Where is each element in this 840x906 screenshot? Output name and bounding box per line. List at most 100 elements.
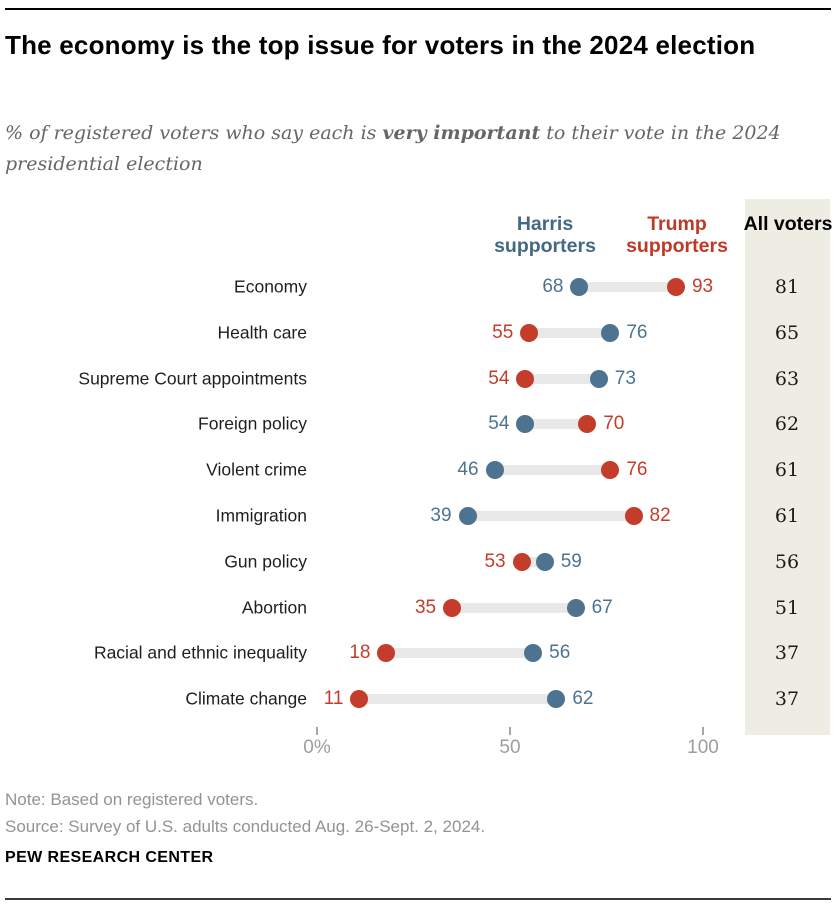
all-voters-value: 37 [774,688,800,711]
all-voters-value: 56 [774,550,800,573]
table-row: Gun policy 53 59 56 [0,539,840,585]
trump-value: 54 [488,367,510,389]
table-row: Climate change 11 62 37 [0,676,840,722]
table-row: Racial and ethnic inequality 18 56 37 [0,630,840,676]
note-line: Note: Based on registered voters. [5,790,259,809]
connector-bar [452,602,576,613]
connector-bar [386,648,534,659]
harris-dot [524,644,543,663]
note-source-text: Note: Based on registered voters. Source:… [5,786,705,840]
all-voters-value: 37 [774,642,800,665]
category-label: Violent crime [206,459,307,480]
harris-value: 73 [614,367,636,389]
pew-research-center-wordmark: PEW RESEARCH CENTER [5,849,214,866]
category-label: Gun policy [224,551,307,572]
source-line: Source: Survey of U.S. adults conducted … [5,817,486,836]
trump-dot [520,323,539,342]
category-label: Climate change [185,688,307,709]
trump-value: 18 [349,642,371,664]
connector-bar [521,556,545,567]
trump-value: 35 [414,596,437,618]
trump-value: 93 [691,276,714,297]
trump-value: 70 [603,413,625,435]
trump-dot [666,278,685,296]
table-row: Health care 55 76 65 [0,310,840,356]
harris-value: 76 [626,321,648,343]
harris-dot [535,552,554,571]
harris-value: 56 [549,642,571,664]
harris-dot [458,507,477,525]
all-voters-value: 63 [774,367,800,390]
category-label: Abortion [241,597,307,618]
harris-value: 67 [591,596,613,618]
category-label: Health care [217,322,308,343]
all-voters-value: 61 [774,505,800,527]
harris-dot [485,461,504,480]
trump-value: 76 [626,459,648,481]
trump-dot [512,552,531,571]
trump-dot [624,507,643,525]
trump-dot [516,369,535,388]
connector-bar [525,419,588,430]
dumbbell-rows: Economy 68 93 81 Health care 55 76 65 Supreme Co… [0,264,840,722]
axis-tick-mark [509,727,511,735]
harris-dot [601,323,620,342]
harris-dot [547,690,566,709]
trump-value: 55 [492,321,514,343]
harris-value: 54 [488,413,510,435]
harris-dot [589,369,608,388]
harris-dot [516,415,535,434]
chart-subtitle: % of registered voters who say each is v… [5,118,810,180]
page-title: The economy is the top issue for voters … [5,30,756,60]
category-label: Foreign policy [198,413,307,434]
top-rule [5,8,831,10]
connector-bar [529,327,611,338]
harris-value: 62 [572,688,594,710]
harris-value: 68 [542,276,564,297]
connector-bar [525,373,599,384]
axis-tick-label: 100 [687,737,719,758]
connector-bar [467,511,634,521]
trump-value: 53 [484,550,506,572]
connector-bar [494,465,611,476]
category-label: Racial and ethnic inequality [93,642,307,663]
trump-value: 82 [649,505,671,526]
all-voters-value: 61 [774,459,800,482]
all-voters-value: 51 [774,596,800,619]
bottom-rule [5,898,831,900]
harris-value: 46 [457,459,479,481]
category-label: Immigration [215,505,307,526]
axis-tick-label: 0% [303,737,331,758]
connector-bar [579,282,676,292]
trump-dot [578,415,597,434]
all-voters-value: 62 [774,413,800,436]
subtitle-post: to their vote in the 2024 presidential e… [5,122,781,175]
subtitle-emphasis: very important [382,122,541,144]
category-label: Supreme Court appointments [78,368,307,389]
trump-dot [377,644,396,663]
all-voters-value: 65 [774,321,800,344]
table-row: Supreme Court appointments 54 73 63 [0,356,840,402]
axis-tick-mark [702,727,704,735]
trump-dot [601,461,620,480]
connector-bar [359,694,557,705]
harris-dot [570,278,589,296]
table-row: Foreign policy 54 70 62 [0,401,840,447]
table-row: Immigration 39 82 61 [0,493,840,539]
harris-dot [566,598,585,617]
category-label: Economy [234,276,307,297]
harris-value: 39 [430,505,452,526]
harris-value: 59 [560,550,582,572]
legend-harris-supporters: Harris supporters [494,213,596,257]
legend-all-voters: All voters [743,213,833,235]
axis-tick-label: 50 [499,737,521,758]
table-row: Abortion 35 67 51 [0,585,840,631]
legend-trump-supporters: Trump supporters [626,213,728,257]
table-row: Economy 68 93 81 [0,264,840,310]
trump-dot [350,690,369,709]
subtitle-pre: % of registered voters who say each is [5,122,383,144]
trump-value: 11 [323,688,344,710]
trump-dot [443,598,462,617]
axis-tick-mark [316,727,318,735]
